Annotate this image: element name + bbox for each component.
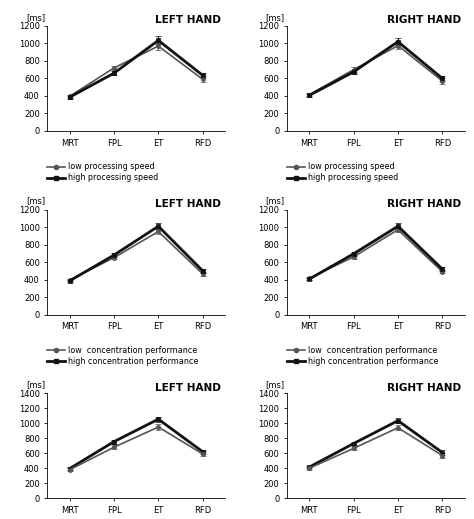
Text: [ms]: [ms] [26,196,45,206]
Legend: low  concentration performance, high concentration performance: low concentration performance, high conc… [47,346,199,366]
Text: [ms]: [ms] [266,380,285,389]
Text: LEFT HAND: LEFT HAND [155,15,221,25]
Legend: low processing speed, high processing speed: low processing speed, high processing sp… [287,162,398,182]
Text: [ms]: [ms] [266,13,285,22]
Text: LEFT HAND: LEFT HAND [155,383,221,392]
Legend: low processing speed, high processing speed: low processing speed, high processing sp… [47,162,159,182]
Text: [ms]: [ms] [266,196,285,206]
Text: LEFT HAND: LEFT HAND [155,199,221,209]
Text: RIGHT HAND: RIGHT HAND [387,383,461,392]
Text: RIGHT HAND: RIGHT HAND [387,199,461,209]
Text: [ms]: [ms] [26,380,45,389]
Text: [ms]: [ms] [26,13,45,22]
Text: RIGHT HAND: RIGHT HAND [387,15,461,25]
Legend: low  concentration performance, high concentration performance: low concentration performance, high conc… [287,346,438,366]
